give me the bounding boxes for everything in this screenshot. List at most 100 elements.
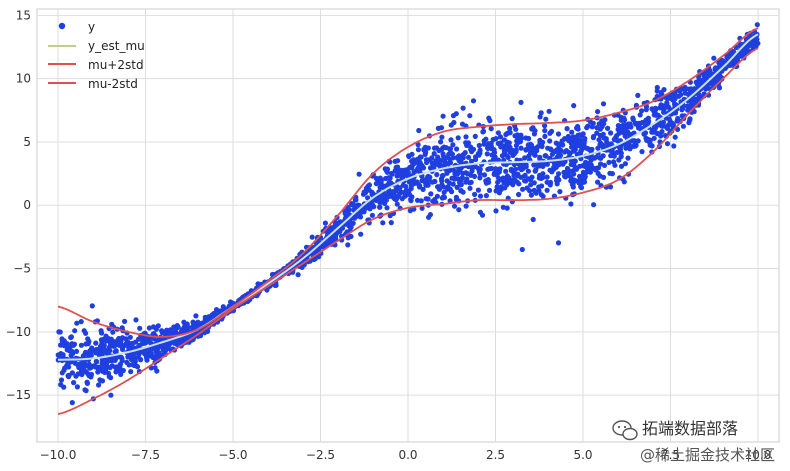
scatter-point [439,182,445,188]
scatter-point [530,216,536,223]
scatter-point [516,191,522,198]
scatter-point [436,147,442,154]
scatter-point [95,369,101,375]
scatter-point [560,161,566,167]
scatter-point [622,161,629,167]
x-tick-label: −5.0 [218,448,247,462]
scatter-point [649,143,655,149]
scatter-point [680,123,687,129]
scatter-point [332,223,338,229]
scatter-point [383,168,389,174]
scatter-point [476,142,482,149]
scatter-point [69,351,75,357]
scatter-point [594,125,600,131]
scatter-point [477,147,483,153]
scatter-point [425,196,431,202]
scatter-point [547,179,554,186]
scatter-point [457,182,463,188]
scatter-point [193,313,199,319]
scatter-point [642,130,649,136]
scatter-point [345,242,351,248]
scatter-point [570,141,576,147]
scatter-point [467,113,473,119]
scatter-point [496,169,502,175]
y-tick-labels: −15 −10 −5 0 5 10 15 [6,8,31,402]
scatter-point [58,377,65,383]
scatter-point [439,178,445,184]
scatter-point [438,139,444,145]
scatter-point [513,126,519,132]
x-tick-label: −7.5 [131,448,160,462]
scatter-point [538,192,545,198]
scatter-point [598,161,604,167]
scatter-point [600,131,606,137]
scatter-point [146,325,152,331]
scatter-point [448,137,454,143]
scatter-point [607,170,613,176]
scatter-point [468,146,474,153]
legend-label-y: y [88,20,95,34]
scatter-point [519,161,525,167]
scatter-point [569,181,576,188]
scatter-point [754,22,760,28]
scatter-point [83,369,89,375]
scatter-point [519,246,525,253]
scatter-point [672,134,678,140]
scatter-point [658,133,664,139]
scatter-point [513,149,519,155]
scatter-point [65,344,71,350]
scatter-point [622,122,628,128]
scatter-point [549,128,555,134]
scatter-point [415,181,421,187]
scatter-point [470,98,477,104]
scatter-point [79,366,86,372]
scatter-point [86,373,92,379]
scatter-point [670,97,676,103]
scatter-point [415,166,421,172]
scatter-point [373,175,379,181]
y-tick-label: 5 [23,135,31,149]
legend-label-mu-minus-2std: mu-2std [88,77,138,91]
scatter-point [459,175,465,181]
scatter-point [456,207,462,213]
scatter-point [434,193,440,199]
scatter-point [410,180,416,186]
scatter-point [380,185,386,191]
scatter-point [389,189,396,195]
scatter-point [510,177,516,183]
scatter-point [669,120,676,126]
scatter-point [529,142,535,148]
scatter-point [424,159,430,166]
scatter-point [85,336,91,342]
legend-label-mu-plus-2std: mu+2std [88,58,144,72]
scatter-point [133,339,139,345]
scatter-point [493,208,499,214]
scatter-point [600,101,607,107]
scatter-point [352,197,358,203]
scatter-point [514,132,520,138]
scatter-point [538,110,544,116]
scatter-point [402,193,408,199]
scatter-point [525,168,532,174]
legend: y y_est_mu mu+2std mu-2std [48,20,145,91]
scatter-point [639,108,645,114]
scatter-point [169,329,175,335]
scatter-point [659,129,665,135]
scatter-point [342,210,348,216]
scatter-point [79,371,85,378]
scatter-point [107,365,113,371]
scatter-point [155,338,161,344]
scatter-point [137,342,143,348]
scatter-point [661,87,667,93]
scatter-point [477,175,483,181]
scatter-point [411,169,417,175]
scatter-point [118,343,124,349]
scatter-point [555,240,562,246]
scatter-point [377,199,383,205]
scatter-point [116,335,122,342]
scatter-point [440,113,446,119]
scatter-point [661,109,667,115]
scatter-point [455,153,462,159]
scatter-point [373,181,379,187]
